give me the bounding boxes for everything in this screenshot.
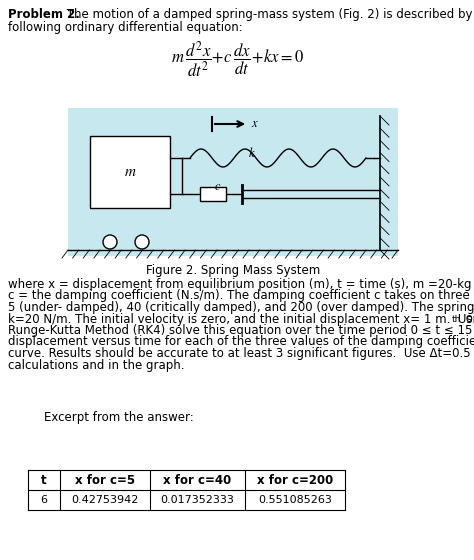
Text: 6: 6 [40, 495, 47, 505]
Circle shape [103, 235, 117, 249]
Text: 0.017352333: 0.017352333 [161, 495, 235, 505]
Text: $c$: $c$ [214, 180, 222, 193]
Text: $m$: $m$ [124, 165, 137, 179]
Text: t: t [41, 474, 47, 487]
Text: following ordinary differential equation:: following ordinary differential equation… [8, 21, 243, 34]
Text: k=20 N/m. The initial velocity is zero, and the initial displacement x= 1 m.  Us: k=20 N/m. The initial velocity is zero, … [8, 312, 474, 325]
Text: $k$: $k$ [248, 146, 255, 160]
Text: 0.551085263: 0.551085263 [258, 495, 332, 505]
Text: 0.42753942: 0.42753942 [71, 495, 139, 505]
Bar [90, 136, 170, 208]
Text: c = the damping coefficient (N.s/m). The damping coefficient c takes on three va: c = the damping coefficient (N.s/m). The… [8, 290, 474, 302]
Text: order: order [462, 312, 474, 325]
Text: x for c=200: x for c=200 [257, 474, 333, 487]
Text: curve. Results should be accurate to at least 3 significant figures.  Use Δt=0.5: curve. Results should be accurate to at … [8, 347, 474, 360]
Text: x for c=5: x for c=5 [75, 474, 135, 487]
Text: Problem 2.: Problem 2. [8, 8, 80, 21]
Text: The motion of a damped spring-mass system (Fig. 2) is described by the: The motion of a damped spring-mass syste… [63, 8, 474, 21]
Bar [68, 108, 398, 256]
Text: Figure 2. Spring Mass System: Figure 2. Spring Mass System [146, 264, 320, 277]
Bar [200, 187, 226, 201]
Text: Runge-Kutta Method (RK4) solve this equation over the time period 0 ≤ t ≤ 15 s. : Runge-Kutta Method (RK4) solve this equa… [8, 324, 474, 337]
Circle shape [135, 235, 149, 249]
Text: $m\,\dfrac{d^{2}x}{dt^{2}}\!+\!c\,\dfrac{dx}{dt}\!+\!kx=0$: $m\,\dfrac{d^{2}x}{dt^{2}}\!+\!c\,\dfrac… [171, 40, 303, 80]
Text: Excerpt from the answer:: Excerpt from the answer: [44, 412, 194, 424]
Text: 5 (under- damped), 40 (critically damped), and 200 (over damped). The spring con: 5 (under- damped), 40 (critically damped… [8, 301, 474, 314]
Text: where x = displacement from equilibrium position (m), t = time (s), m =20-kg mas: where x = displacement from equilibrium … [8, 278, 474, 291]
Text: displacement versus time for each of the three values of the damping coefficient: displacement versus time for each of the… [8, 335, 474, 348]
Text: th: th [452, 315, 461, 324]
Text: $x$: $x$ [251, 118, 259, 130]
Text: x for c=40: x for c=40 [164, 474, 232, 487]
Text: calculations and in the graph.: calculations and in the graph. [8, 358, 184, 371]
